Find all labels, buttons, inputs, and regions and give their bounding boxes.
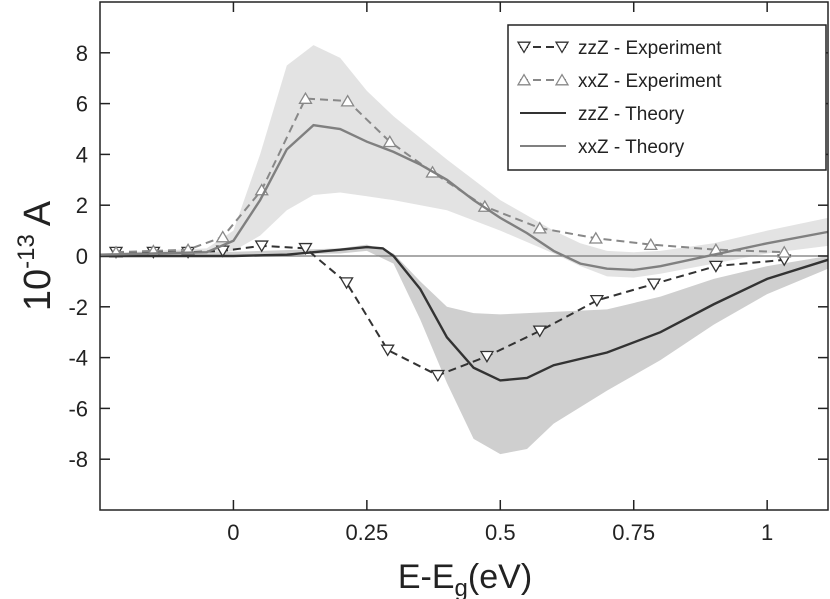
x-tick-label: 1 — [761, 520, 773, 545]
series-line — [115, 97, 785, 254]
data-point — [430, 369, 445, 383]
x-tick-label: 0.25 — [345, 520, 388, 545]
legend-label: xxZ - Theory — [578, 137, 685, 158]
x-tick-label: 0 — [227, 520, 239, 545]
data-point — [382, 135, 397, 148]
series-line — [99, 123, 829, 272]
data-point — [643, 237, 658, 251]
data-point — [298, 91, 313, 104]
data-point — [215, 230, 230, 243]
x-label-main: E-E — [398, 558, 455, 596]
y-tick-label: -6 — [68, 396, 88, 421]
y-tick-label: -2 — [68, 295, 88, 320]
data-point — [708, 260, 724, 273]
data-point — [298, 242, 313, 256]
x-label-unit: (eV) — [468, 558, 532, 596]
y-axis-label: 10-13 A — [13, 200, 59, 311]
legend-label: zzZ - Experiment — [578, 38, 722, 59]
y-label-exponent: -13 — [13, 234, 40, 269]
y-tick-label: 0 — [76, 244, 88, 269]
data-point — [339, 277, 354, 290]
legend-marker — [516, 41, 532, 54]
uncertainty-band — [100, 45, 828, 278]
legend-label: zzZ - Theory — [578, 104, 685, 125]
x-axis-label: E-Eg(eV) — [398, 558, 532, 599]
uncertainty-band — [100, 244, 828, 455]
legend: zzZ - Experiment xxZ - Experiment zzZ - Th… — [507, 24, 827, 171]
legend-marker — [554, 73, 570, 86]
data-point — [340, 94, 355, 107]
legend-label: xxZ - Experiment — [578, 71, 722, 92]
y-tick-label: -4 — [68, 346, 88, 371]
data-point — [380, 344, 395, 357]
x-tick-label: 0.75 — [612, 520, 655, 545]
data-point — [646, 278, 662, 291]
y-label-base: 10 — [17, 269, 59, 311]
data-point — [254, 240, 269, 253]
y-label-unit: A — [17, 200, 59, 226]
data-point — [532, 325, 547, 338]
plot-frame — [99, 1, 829, 511]
x-label-sub: g — [455, 575, 468, 599]
series-line — [100, 245, 829, 382]
y-tick-label: 6 — [76, 92, 88, 117]
data-point — [479, 350, 495, 364]
y-tick-label: 4 — [76, 142, 88, 167]
data-point — [589, 295, 605, 308]
y-tick-label: 8 — [76, 41, 88, 66]
legend-marker — [554, 41, 570, 54]
y-tick-label: -8 — [68, 447, 88, 472]
y-tick-label: 2 — [76, 193, 88, 218]
legend-marker — [516, 73, 532, 86]
data-point — [588, 231, 603, 244]
data-point — [777, 245, 792, 258]
x-tick-label: 0.5 — [485, 520, 516, 545]
data-point — [532, 221, 547, 234]
